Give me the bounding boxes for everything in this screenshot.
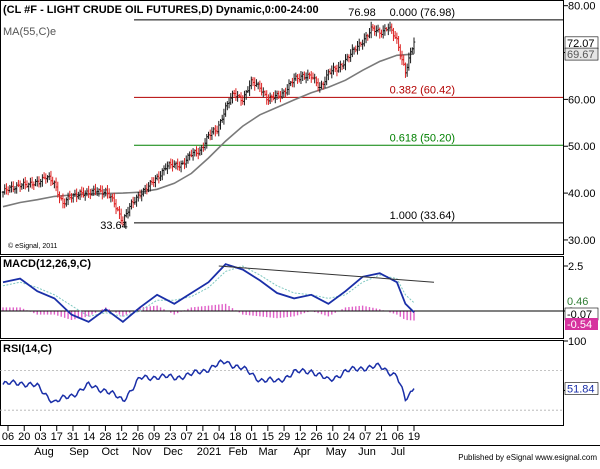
price-ytick-label-80: 80.00: [568, 1, 596, 13]
macd-value-box-2: [565, 318, 598, 330]
macd-panel: 02.50.46-0.07-0.54: [0, 261, 599, 331]
fib-label-0: 0.000 (76.98): [390, 7, 455, 19]
x-tick-label: 21: [375, 431, 387, 443]
annotation-low: 33.64: [100, 220, 128, 232]
rsi-ytick-label-100: 100: [568, 336, 586, 348]
macd-signal-line: [2, 265, 415, 317]
macd-trendline: [218, 265, 435, 283]
x-tick-label: 15: [262, 431, 274, 443]
x-tick-label: 29: [278, 431, 290, 443]
fib-label-3: 1.000 (33.64): [390, 210, 455, 222]
x-tick-label: 14: [83, 431, 95, 443]
rsi-value: 51.84: [567, 384, 595, 396]
x-month-label: Apr: [293, 446, 310, 458]
x-tick-label: 20: [18, 431, 30, 443]
x-tick-label: 03: [34, 431, 46, 443]
x-tick-label: 28: [99, 431, 111, 443]
x-month-label: May: [326, 446, 347, 458]
x-tick-label: 17: [51, 431, 63, 443]
x-tick-label: 12: [294, 431, 306, 443]
macd-panel-frame: [0, 256, 564, 339]
x-month-label: 2021: [197, 446, 221, 458]
price-ytick-label-50: 50.00: [568, 141, 596, 153]
ma-label: MA(55,C)e: [3, 26, 56, 38]
x-tick-label: 04: [213, 431, 225, 443]
x-tick-label: 12: [116, 431, 128, 443]
x-month-label: Jun: [358, 446, 376, 458]
rsi-panel: 5010051.84: [0, 336, 599, 411]
price-tag-box-1: [564, 47, 599, 61]
x-tick-label: 31: [67, 431, 79, 443]
macd-histogram: [2, 303, 415, 321]
x-month-label: Sep: [69, 446, 89, 458]
x-month-label: Jul: [391, 446, 405, 458]
x-tick-label: 07: [181, 431, 193, 443]
x-month-label: Aug: [34, 446, 54, 458]
x-tick-label: 19: [408, 431, 420, 443]
x-tick-label: 09: [148, 431, 160, 443]
price-tag-1: 69.67: [567, 49, 595, 61]
x-month-label: Mar: [259, 446, 278, 458]
x-tick-label: 07: [359, 431, 371, 443]
x-tick-label: 26: [132, 431, 144, 443]
fib-label-1: 0.382 (60.42): [390, 84, 455, 96]
x-month-label: Dec: [163, 446, 183, 458]
macd-line: [2, 263, 415, 323]
footer: Published by eSignal www.esignal.com: [458, 453, 597, 462]
x-axis: 06 20 03 17 31 14 28 12 26 09 23 07 21 04 18 01 15 29 12 26…: [2, 426, 420, 458]
x-tick-label: 26: [310, 431, 322, 443]
macd-value-0: 0.46: [567, 296, 588, 308]
chart-title: (CL #F - LIGHT CRUDE OIL FUTURES,D) Dyna…: [3, 4, 319, 16]
macd-ytick-label-1: 2.5: [568, 261, 583, 273]
price-ytick-label-60: 60.00: [568, 94, 596, 106]
x-month-label: Nov: [132, 446, 152, 458]
rsi-label: RSI(14,C): [3, 343, 52, 355]
macd-label: MACD(12,26,9,C): [3, 258, 91, 270]
x-month-label: Feb: [229, 446, 248, 458]
fib-label-2: 0.618 (50.20): [390, 132, 455, 144]
x-tick-label: 21: [197, 431, 209, 443]
price-ytick-label-30: 30.00: [568, 235, 596, 247]
x-tick-label: 01: [245, 431, 257, 443]
price-ytick-label-40: 40.00: [568, 188, 596, 200]
price-tag-0: 72.07: [567, 38, 595, 50]
macd-value-2: -0.54: [567, 319, 592, 331]
ohlc-bars: [1, 21, 416, 228]
x-tick-label: 06: [392, 431, 404, 443]
copyright: © eSignal, 2011: [8, 242, 58, 250]
x-tick-label: 24: [343, 431, 355, 443]
annotation-high: 76.98: [348, 7, 376, 19]
rsi-value-box: [564, 382, 599, 395]
x-month-label: Oct: [101, 446, 118, 458]
x-tick-label: 10: [327, 431, 339, 443]
rsi-line: [2, 359, 415, 404]
price-panel-frame: [0, 0, 564, 255]
x-tick-label: 23: [164, 431, 176, 443]
x-tick-label: 18: [229, 431, 241, 443]
x-tick-label: 06: [2, 431, 14, 443]
macd-value-box-0: [565, 295, 598, 307]
